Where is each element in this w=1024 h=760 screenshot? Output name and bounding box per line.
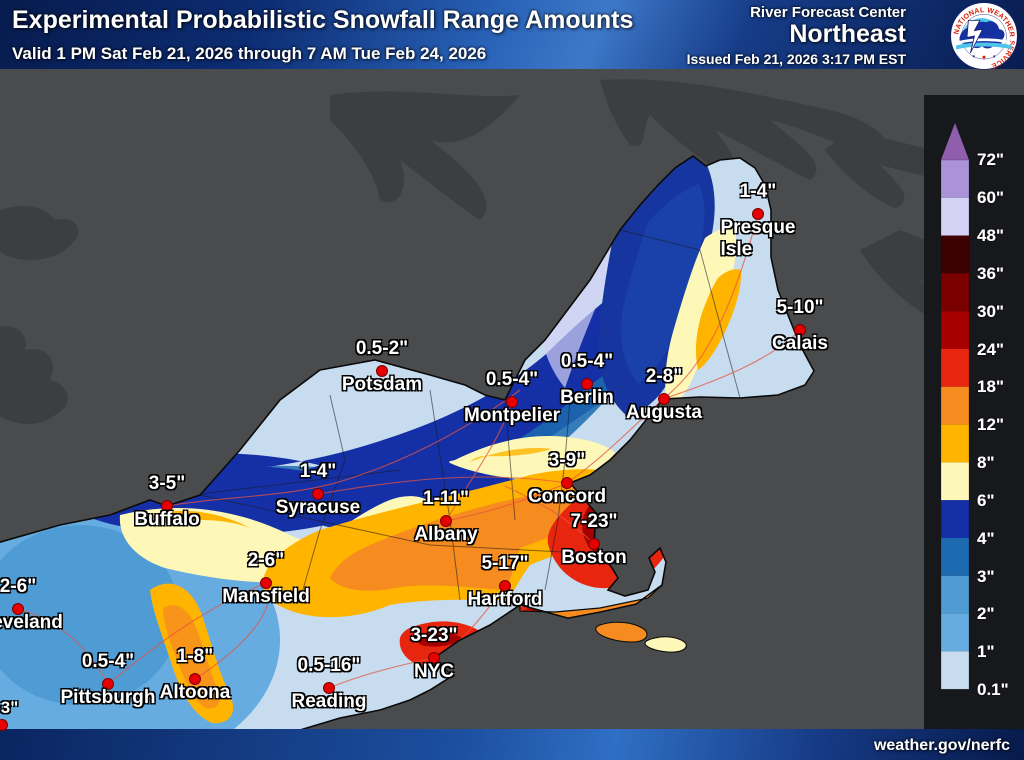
svg-text:30": 30": [977, 302, 1004, 321]
svg-text:4": 4": [977, 529, 995, 548]
svg-text:24": 24": [977, 340, 1004, 359]
svg-text:3": 3": [977, 567, 995, 586]
svg-text:0.1": 0.1": [977, 680, 1009, 699]
svg-text:1": 1": [977, 642, 995, 661]
svg-text:2": 2": [977, 604, 995, 623]
svg-text:12": 12": [977, 415, 1004, 434]
svg-text:8": 8": [977, 453, 995, 472]
svg-text:6": 6": [977, 491, 995, 510]
svg-text:60": 60": [977, 188, 1004, 207]
svg-text:36": 36": [977, 264, 1004, 283]
svg-text:72": 72": [977, 150, 1004, 169]
svg-text:18": 18": [977, 377, 1004, 396]
svg-text:48": 48": [977, 226, 1004, 245]
